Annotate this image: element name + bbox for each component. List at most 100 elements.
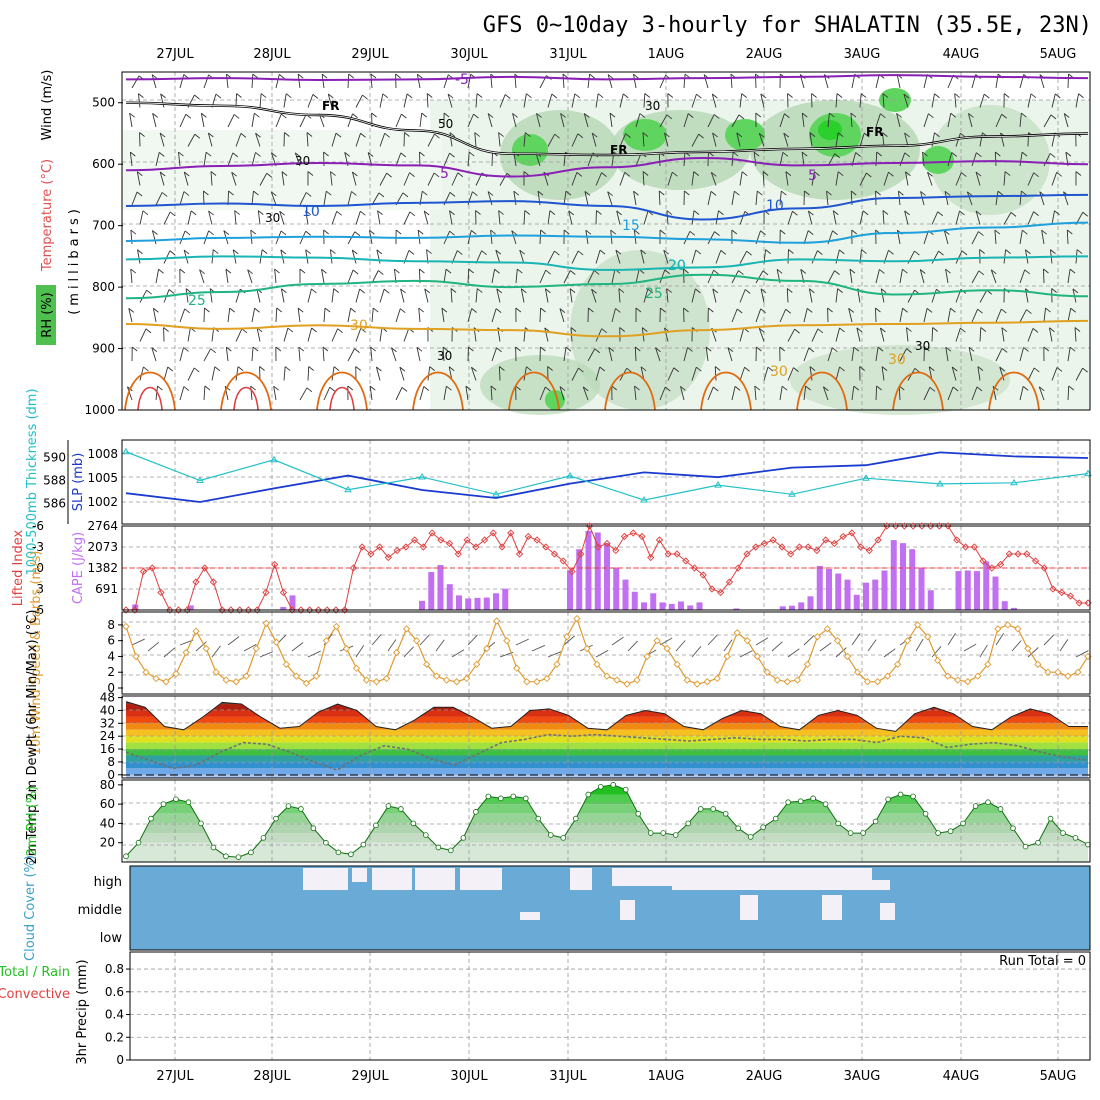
wind-barb (811, 250, 818, 264)
wind-barb-flag (565, 190, 572, 196)
wind-barb-flag (1033, 367, 1040, 373)
wind-barb-flag (765, 249, 771, 254)
wind-barb-flag (490, 229, 496, 235)
wind-barb (370, 74, 373, 89)
wind-barb-flag (1043, 268, 1049, 274)
wind-barb (491, 347, 498, 362)
lifted-index-marker (472, 543, 480, 551)
wind-barb-flag (856, 327, 863, 333)
wind-barb (560, 113, 565, 128)
wind-barb-flag (199, 269, 205, 275)
wind-barb (832, 210, 837, 225)
wind-barb (251, 347, 254, 362)
date-labels-top: 27JUL 28JUL 29JUL 30JUL 31JUL 1AUG 2AUG … (156, 47, 1076, 62)
wind-barb (947, 386, 954, 401)
wind-barb-flag (1056, 367, 1063, 372)
wind-barb (875, 347, 879, 362)
wind-barb (235, 366, 239, 381)
surface-wind-barb (531, 644, 546, 652)
wind-barb-flag (635, 307, 642, 313)
wind-barb-flag (370, 346, 376, 352)
wind-barb (758, 328, 765, 342)
rh-band (126, 813, 1088, 824)
cape-bar (881, 570, 888, 610)
wind-barb (151, 347, 157, 362)
wind-barb (664, 327, 669, 342)
wind-barb-flag (710, 190, 717, 196)
wind-barb-flag (837, 288, 843, 293)
wind-barb-flag (399, 308, 406, 314)
lifted-index-marker (813, 546, 821, 555)
wind-barb-flag (991, 269, 997, 275)
temperature-contour-label: 30 (770, 364, 788, 380)
wind-barb (1019, 113, 1022, 128)
wind-barb-flag (591, 288, 597, 294)
wind-barb-flag (362, 94, 368, 100)
tick-label: 48 (100, 691, 115, 705)
wind-barb-flag (732, 151, 739, 157)
cape-bar (779, 606, 786, 610)
wind-barb-flag (599, 366, 606, 372)
wind-barb (1027, 211, 1034, 225)
wind-barb (923, 387, 931, 401)
precip-tick: 0.8 (105, 962, 124, 976)
lifted-index-marker (515, 550, 524, 558)
cloud-clear-block (415, 868, 455, 890)
lifted-index-marker (603, 539, 611, 548)
wind-barb (931, 211, 939, 225)
wind-barb (467, 152, 470, 167)
wind-barb-flag (663, 249, 669, 255)
cape-bar (502, 588, 509, 610)
wind-barb-flag (228, 190, 234, 196)
wind-barb-flag (853, 346, 860, 352)
wind-barb-flag (512, 113, 518, 118)
temperature-contour-label: 10 (766, 198, 784, 214)
wind-marker (883, 672, 892, 680)
wind-barb (443, 386, 447, 401)
wind-marker (503, 637, 511, 645)
cape-bar (419, 600, 425, 610)
wind-barb-flag (231, 171, 237, 177)
cloud-clear-block (880, 903, 895, 920)
wind-barb-flag (837, 171, 844, 177)
wind-barb-flag (406, 93, 413, 99)
rh-marker (285, 803, 292, 809)
wind-barb-flag (1022, 386, 1029, 391)
wind-barb-flag (352, 171, 358, 177)
wind-barb (968, 113, 973, 128)
wind-marker (673, 660, 681, 668)
wind-barb-flag (839, 366, 845, 372)
wind-barb (235, 328, 243, 342)
wind-barb (691, 94, 697, 108)
wind-barb (1019, 152, 1023, 167)
lifted-index-marker (769, 536, 777, 544)
wind-barb (347, 308, 352, 323)
rh-contour-label: 50 (438, 117, 453, 131)
wind-barb-flag (184, 308, 190, 314)
wind-marker (412, 637, 421, 645)
wind-barb-flag (1001, 308, 1007, 314)
wind-barb-flag (299, 268, 306, 274)
wind-barb (712, 288, 717, 303)
cape-bar (687, 605, 694, 610)
wind-barb-flag (426, 249, 432, 254)
tick-label: 0 (107, 681, 115, 695)
wind-barb-flag (588, 307, 594, 313)
wind-barb-flag (807, 230, 814, 235)
wind-barb (683, 347, 688, 362)
rh-marker (597, 783, 604, 790)
wind-barb-flag (323, 229, 329, 235)
tick-label: 500 (92, 96, 115, 110)
wind-barb (955, 328, 961, 342)
wind-barb-flag (875, 307, 881, 313)
wind-barb (595, 172, 602, 186)
wind-barb-flag (1030, 93, 1037, 99)
wind-barb (126, 386, 133, 401)
cape-bar (446, 584, 453, 610)
thickness-line (125, 451, 1089, 501)
surface-wind-barb (1059, 639, 1069, 652)
wind-barb (569, 288, 573, 303)
wind-barb-flag (741, 93, 748, 98)
wind-barb-flag (233, 249, 239, 255)
